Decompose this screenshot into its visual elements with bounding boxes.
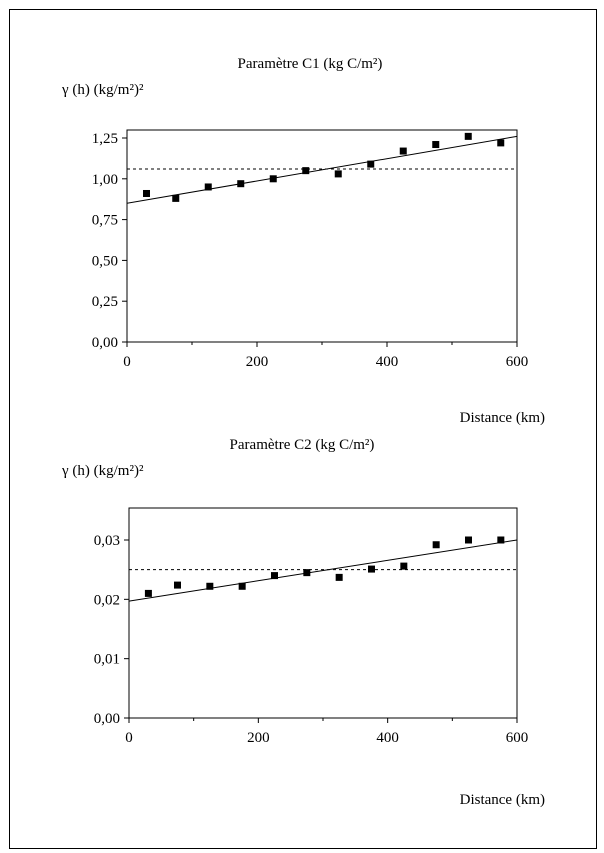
chart-c1-xlabel: Distance (km): [460, 410, 545, 426]
chart-c2-point: [238, 582, 246, 590]
chart-c2-xtick-label: 600: [506, 730, 529, 746]
chart-c2-title: Paramètre C2 (kg C/m²): [230, 437, 375, 453]
chart-c1-point: [367, 160, 375, 168]
chart-c1-point: [497, 139, 505, 147]
chart-c2-ytick-label: 0,02: [94, 592, 120, 608]
chart-c1-point: [432, 141, 440, 149]
chart-c2-xtick-label: 400: [376, 730, 399, 746]
chart-c1-ylabel: γ (h) (kg/m²)²: [61, 82, 144, 98]
chart-c1-ytick-label: 0,75: [92, 213, 118, 229]
chart-c2-point: [368, 565, 375, 573]
chart-c2-ylabel: γ (h) (kg/m²)²: [61, 463, 144, 479]
chart-c2-xtick-label: 200: [247, 730, 270, 746]
figure-frame: [9, 9, 597, 849]
chart-c2-point: [206, 582, 214, 590]
chart-c1-title: Paramètre C1 (kg C/m²): [238, 56, 383, 72]
chart-c1-xtick-label: 400: [376, 354, 399, 370]
chart-c1: Paramètre C1 (kg C/m²) γ (h) (kg/m²)² 0 2…: [61, 56, 545, 426]
chart-c1-point: [172, 194, 180, 202]
chart-c2-point: [497, 536, 505, 544]
chart-c2-xticks: 0 200 400 600: [125, 718, 528, 746]
chart-c1-point: [237, 180, 245, 188]
chart-c2-ytick-label: 0,01: [94, 652, 120, 668]
chart-c1-ytick-label: 0,25: [92, 294, 118, 310]
chart-c1-ytick-label: 0,50: [92, 253, 118, 269]
chart-c1-point: [143, 189, 150, 197]
chart-c1-point: [204, 183, 212, 191]
chart-c2-ytick-label: 0,00: [94, 711, 120, 727]
chart-c2-point: [465, 536, 472, 544]
chart-c1-xtick-label: 600: [506, 354, 529, 370]
chart-c2-xlabel: Distance (km): [460, 792, 545, 808]
chart-c1-point: [334, 170, 342, 178]
chart-c2-points: [144, 536, 505, 597]
chart-c1-point: [302, 167, 310, 175]
chart-c1-plot-area: [126, 129, 518, 343]
chart-c1-point: [269, 175, 277, 183]
chart-c2: Paramètre C2 (kg C/m²) γ (h) (kg/m²)² 0 2…: [61, 437, 545, 808]
chart-c2-point: [335, 573, 343, 581]
chart-c1-ytick-label: 1,00: [92, 172, 118, 188]
chart-c1-ytick-label: 1,25: [92, 131, 118, 147]
chart-c1-ytick-label: 0,00: [92, 335, 118, 351]
chart-c2-plot-area: [128, 507, 518, 719]
chart-c2-yticks: 0,00 0,01 0,02 0,03: [94, 533, 129, 727]
chart-c2-ytick-label: 0,03: [94, 533, 120, 549]
chart-c2-point: [144, 589, 152, 597]
chart-c1-xtick-label: 200: [246, 354, 269, 370]
chart-c1-point: [399, 147, 407, 155]
chart-c1-trend-line: [126, 135, 518, 204]
chart-c1-point: [464, 132, 472, 140]
chart-c2-point: [271, 572, 278, 580]
chart-c1-points: [143, 132, 505, 202]
chart-c2-xtick-label: 0: [125, 730, 133, 746]
chart-c2-point: [174, 581, 181, 589]
chart-c2-point: [303, 569, 311, 577]
chart-c1-xticks: 0 200 400 600: [123, 342, 528, 370]
chart-c1-xtick-label: 0: [123, 354, 131, 370]
chart-c2-point: [400, 562, 408, 570]
chart-c1-yticks: 0,00 0,25 0,50 0,75 1,00 1,25: [92, 131, 127, 351]
chart-c2-point: [432, 541, 440, 549]
chart-c2-trend-line: [128, 539, 518, 602]
